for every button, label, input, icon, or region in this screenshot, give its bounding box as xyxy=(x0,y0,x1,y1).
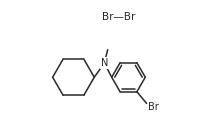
Text: Br—Br: Br—Br xyxy=(102,12,135,22)
Text: Br: Br xyxy=(148,102,159,112)
Text: N: N xyxy=(101,58,108,68)
